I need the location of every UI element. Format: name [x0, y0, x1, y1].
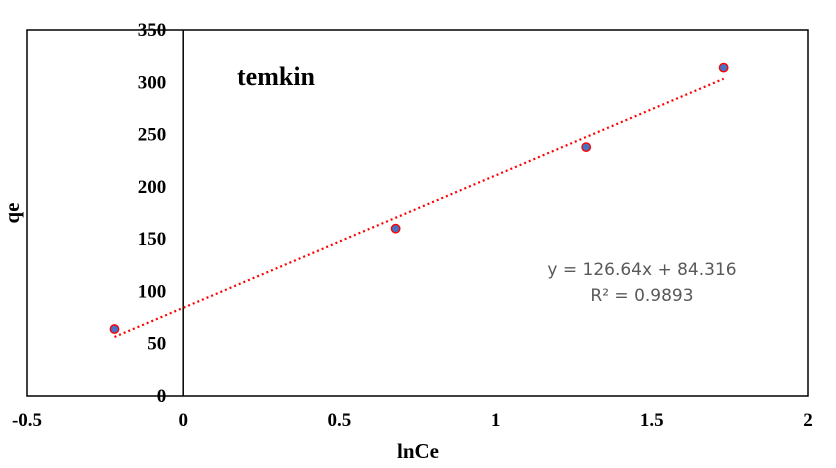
- x-tick-labels: -0.5 0 0.5 1 1.5 2: [12, 410, 813, 431]
- plot-area-border: [26, 29, 809, 397]
- y-tick-label: 300: [138, 72, 167, 93]
- x-tick-label: 1.5: [640, 410, 664, 431]
- data-point: [718, 62, 729, 73]
- y-tick-label: 250: [138, 125, 167, 146]
- y-tick-label: 50: [147, 334, 166, 355]
- y-axis-title: qe: [0, 203, 24, 224]
- y-tick-label: 200: [138, 177, 167, 198]
- y-tick-label: 150: [138, 229, 167, 250]
- data-point: [581, 142, 592, 153]
- chart-title: temkin: [237, 62, 316, 91]
- y-tick-label: 100: [138, 281, 167, 302]
- x-tick-label: 0.5: [328, 410, 352, 431]
- data-point: [109, 324, 120, 334]
- y-tick-label: 0: [157, 386, 167, 407]
- x-axis-title: lnCe: [397, 439, 439, 463]
- trendline: [114, 77, 725, 338]
- y-tick-label: 350: [138, 20, 167, 41]
- trendline-r-squared: R² = 0.9893: [590, 286, 693, 306]
- x-tick-label: 2: [803, 410, 813, 431]
- y-tick-labels: 0 50 100 150 200 250 300 350: [138, 20, 167, 407]
- x-tick-label: 1: [491, 410, 501, 431]
- x-tick-label: -0.5: [12, 410, 42, 431]
- data-point: [390, 223, 401, 234]
- x-tick-label: 0: [178, 410, 188, 431]
- trendline-equation: y = 126.64x + 84.316: [547, 260, 736, 280]
- trendline-group: [114, 77, 725, 338]
- data-points: [109, 62, 729, 334]
